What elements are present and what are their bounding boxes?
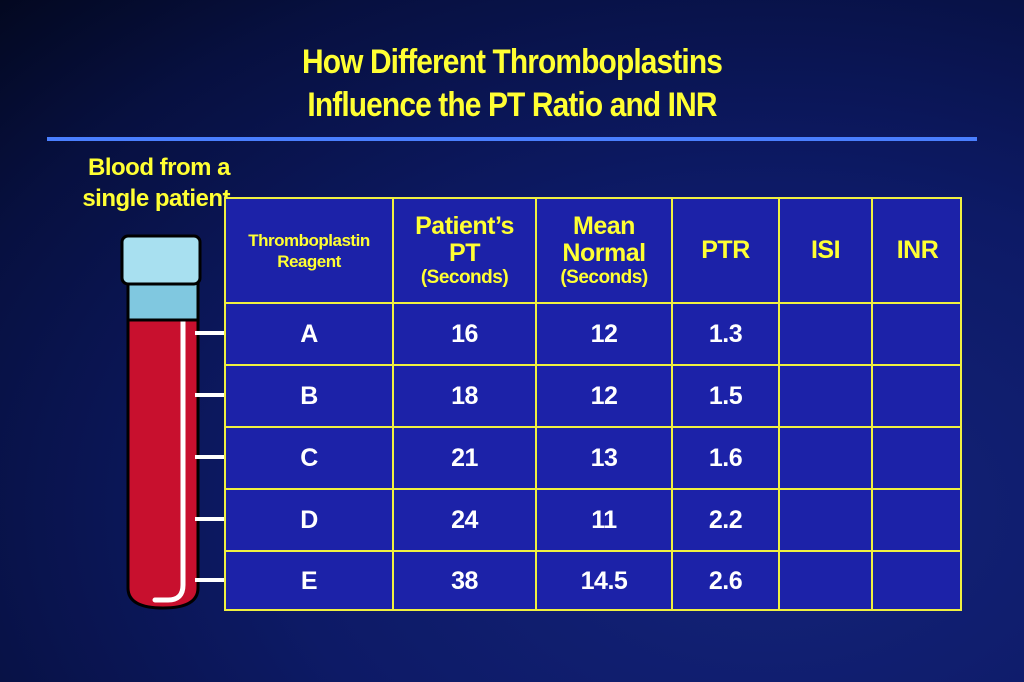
side-label: single patient — [82, 185, 230, 212]
table-cell: Mean Normal (Seconds) — [537, 199, 673, 304]
column-header: PTR — [701, 236, 750, 264]
cell-text: 1.5 — [708, 381, 743, 410]
table-cell: PTR — [673, 199, 780, 304]
table-cell: 2.2 — [673, 490, 780, 552]
table-cell: 11 — [537, 490, 673, 552]
table-cell — [873, 428, 962, 490]
table-cell: 12 — [537, 366, 673, 428]
cell-text: 24 — [451, 505, 478, 534]
cell-text: 16 — [451, 319, 478, 348]
divider — [47, 137, 977, 141]
column-header: Thromboplastin Reagent — [248, 230, 370, 271]
table-cell: 13 — [537, 428, 673, 490]
table-cell: 1.3 — [673, 304, 780, 366]
cell-text: 18 — [451, 381, 478, 410]
cell-text: A — [300, 319, 318, 348]
table-cell — [780, 490, 873, 552]
cell-text: 1.3 — [708, 319, 743, 348]
table-cell: E — [226, 552, 394, 611]
title: How Different Thromboplastins — [302, 43, 723, 81]
column-header: Patient’s PT — [415, 211, 514, 267]
table-cell — [873, 490, 962, 552]
table: Thromboplastin Reagent Patient’s PT (Secon… — [224, 197, 962, 611]
column-header: Mean Normal — [562, 211, 646, 267]
cell-text: 12 — [590, 319, 618, 348]
table-cell: 2.6 — [673, 552, 780, 611]
table-cell: D — [226, 490, 394, 552]
table-cell — [780, 366, 873, 428]
cell-text: 1.6 — [708, 443, 743, 472]
cell-text: 13 — [590, 443, 618, 472]
title: Influence the PT Ratio and INR — [307, 86, 717, 124]
cell-text: E — [300, 567, 318, 595]
cell-text: 2.2 — [708, 505, 743, 534]
table-cell: 18 — [394, 366, 537, 428]
cell-text: C — [300, 443, 318, 472]
cell-text: 21 — [451, 443, 478, 472]
test-tube — [120, 234, 269, 610]
table-cell: 38 — [394, 552, 537, 611]
table-cell: Patient’s PT (Seconds) — [394, 199, 537, 304]
side-label: Blood from a — [88, 154, 231, 181]
cell-text: 2.6 — [708, 567, 743, 595]
column-header: ISI — [810, 236, 841, 264]
cell-text: 12 — [590, 381, 618, 410]
cell-text: 38 — [451, 567, 478, 595]
column-unit: (Seconds) — [420, 266, 509, 288]
table-cell: 16 — [394, 304, 537, 366]
table-cell — [780, 304, 873, 366]
cell-text: 14.5 — [580, 567, 628, 595]
table-cell: 14.5 — [537, 552, 673, 611]
table-cell — [873, 552, 962, 611]
table-cell: INR — [873, 199, 962, 304]
table-cell: Thromboplastin Reagent — [226, 199, 394, 304]
table-cell: 24 — [394, 490, 537, 552]
table-cell: ISI — [780, 199, 873, 304]
table-cell: 1.6 — [673, 428, 780, 490]
cell-text: B — [300, 381, 318, 410]
column-unit: (Seconds) — [560, 266, 648, 288]
table-cell: 21 — [394, 428, 537, 490]
cell-text: 11 — [591, 505, 617, 534]
table-cell — [873, 304, 962, 366]
cell-text: D — [300, 505, 318, 534]
table-cell — [873, 366, 962, 428]
table-cell: 1.5 — [673, 366, 780, 428]
table-cell: A — [226, 304, 394, 366]
table-cell: 12 — [537, 304, 673, 366]
column-header: INR — [896, 236, 939, 264]
table-cell: B — [226, 366, 394, 428]
table-cell — [780, 552, 873, 611]
table-cell: C — [226, 428, 394, 490]
table-cell — [780, 428, 873, 490]
